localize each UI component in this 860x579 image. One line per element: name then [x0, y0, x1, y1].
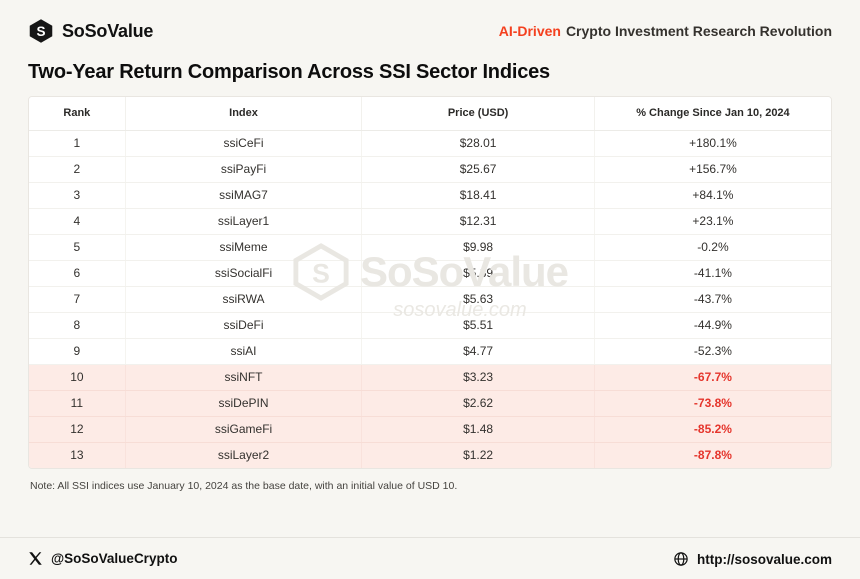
table-row: 1 ssiCeFi $28.01 +180.1%: [29, 130, 831, 157]
column-header: Index: [125, 97, 363, 131]
tagline-rest: Crypto Investment Research Revolution: [565, 23, 832, 39]
cell-rank: 2: [29, 156, 126, 183]
cell-rank: 6: [29, 260, 126, 287]
footnote: Note: All SSI indices use January 10, 20…: [30, 480, 458, 492]
cell-index: ssiLayer1: [125, 208, 363, 235]
top-bar: S SoSoValue AI-Driven Crypto Investment R…: [28, 14, 832, 48]
cell-change: -73.8%: [594, 390, 831, 417]
cell-rank: 9: [29, 338, 126, 365]
cell-price: $12.31: [361, 208, 595, 235]
cell-change: -67.7%: [594, 364, 831, 391]
cell-index: ssiDeFi: [125, 312, 363, 339]
cell-change: -0.2%: [594, 234, 831, 261]
cell-rank: 10: [29, 364, 126, 391]
cell-index: ssiLayer2: [125, 442, 363, 468]
cell-price: $3.23: [361, 364, 595, 391]
cell-change: -43.7%: [594, 286, 831, 313]
cell-price: $25.67: [361, 156, 595, 183]
cell-index: ssiRWA: [125, 286, 363, 313]
website-link[interactable]: http://sosovalue.com: [673, 551, 832, 567]
cell-rank: 7: [29, 286, 126, 313]
cell-index: ssiAI: [125, 338, 363, 365]
index-return-table: Rank Index Price (USD)% Change Since Jan 1…: [29, 97, 831, 468]
table-row: 5 ssiMeme $9.98 -0.2%: [29, 234, 831, 261]
cell-change: +180.1%: [594, 130, 831, 157]
cell-price: $5.63: [361, 286, 595, 313]
table-body: 1 ssiCeFi $28.01 +180.1% 2 ssiPayFi $25.67 +156…: [29, 130, 831, 468]
cell-change: +156.7%: [594, 156, 831, 183]
cell-rank: 4: [29, 208, 126, 235]
cell-index: ssiDePIN: [125, 390, 363, 417]
svg-text:S: S: [36, 24, 45, 39]
cell-rank: 1: [29, 130, 126, 157]
cell-rank: 5: [29, 234, 126, 261]
cell-price: $2.62: [361, 390, 595, 417]
cell-rank: 3: [29, 182, 126, 209]
cell-price: $5.89: [361, 260, 595, 287]
cell-price: $18.41: [361, 182, 595, 209]
cell-price: $1.22: [361, 442, 595, 468]
cell-index: ssiGameFi: [125, 416, 363, 443]
cell-price: $9.98: [361, 234, 595, 261]
table-row: 3 ssiMAG7 $18.41 +84.1%: [29, 182, 831, 209]
tagline-highlight: AI-Driven: [498, 23, 561, 39]
cell-index: ssiPayFi: [125, 156, 363, 183]
brand: S SoSoValue: [28, 18, 153, 44]
footer-bar: @SoSoValueCrypto http://sosovalue.com: [0, 537, 860, 579]
cell-rank: 12: [29, 416, 126, 443]
cell-index: ssiCeFi: [125, 130, 363, 157]
returns-table: Rank Index Price (USD)% Change Since Jan 1…: [28, 96, 832, 469]
sosovalue-logo-icon: S: [28, 18, 54, 44]
table-header-row: Rank Index Price (USD)% Change Since Jan 1…: [29, 97, 831, 131]
cell-price: $5.51: [361, 312, 595, 339]
cell-change: -44.9%: [594, 312, 831, 339]
table-row: 2 ssiPayFi $25.67 +156.7%: [29, 156, 831, 183]
cell-rank: 11: [29, 390, 126, 417]
column-header: Price (USD): [361, 97, 595, 131]
table-row: 12 ssiGameFi $1.48 -85.2%: [29, 416, 831, 443]
twitter-handle: @SoSoValueCrypto: [51, 551, 178, 566]
x-twitter-icon: [28, 551, 43, 566]
cell-change: -85.2%: [594, 416, 831, 443]
column-header: % Change Since Jan 10, 2024: [594, 97, 831, 131]
cell-change: +23.1%: [594, 208, 831, 235]
cell-rank: 13: [29, 442, 126, 468]
table-row: 9 ssiAI $4.77 -52.3%: [29, 338, 831, 365]
table-row: 8 ssiDeFi $5.51 -44.9%: [29, 312, 831, 339]
cell-price: $1.48: [361, 416, 595, 443]
table-row: 11 ssiDePIN $2.62 -73.8%: [29, 390, 831, 417]
table-row: 7 ssiRWA $5.63 -43.7%: [29, 286, 831, 313]
website-url: http://sosovalue.com: [696, 551, 832, 567]
cell-change: +84.1%: [594, 182, 831, 209]
cell-change: -41.1%: [594, 260, 831, 287]
cell-index: ssiNFT: [125, 364, 363, 391]
tagline: AI-Driven Crypto Investment Research Revo…: [499, 23, 832, 39]
cell-change: -87.8%: [594, 442, 831, 468]
page-title: Two-Year Return Comparison Across SSI Se…: [28, 61, 550, 83]
twitter-handle-link[interactable]: @SoSoValueCrypto: [28, 551, 177, 566]
table-row: 10 ssiNFT $3.23 -67.7%: [29, 364, 831, 391]
cell-rank: 8: [29, 312, 126, 339]
globe-icon: [673, 551, 689, 567]
column-header: Rank: [29, 97, 126, 131]
cell-price: $4.77: [361, 338, 595, 365]
table-row: 6 ssiSocialFi $5.89 -41.1%: [29, 260, 831, 287]
cell-price: $28.01: [361, 130, 595, 157]
cell-change: -52.3%: [594, 338, 831, 365]
table-row: 13 ssiLayer2 $1.22 -87.8%: [29, 442, 831, 468]
cell-index: ssiMeme: [125, 234, 363, 261]
table-row: 4 ssiLayer1 $12.31 +23.1%: [29, 208, 831, 235]
cell-index: ssiSocialFi: [125, 260, 363, 287]
brand-name: SoSoValue: [62, 20, 154, 41]
cell-index: ssiMAG7: [125, 182, 363, 209]
